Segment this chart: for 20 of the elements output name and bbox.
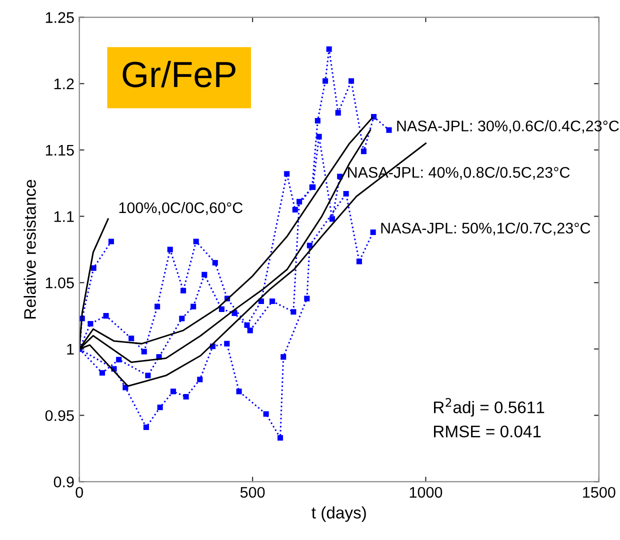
annotation: NASA-JPL: 30%,0.6C/0.4C,23°C — [397, 120, 619, 134]
y-axis-title: Relative resistance — [24, 180, 36, 319]
y-tick-label: 1.25 — [46, 12, 74, 23]
y-tick-label: 1.2 — [54, 78, 74, 90]
x-tick-label: 0 — [76, 486, 84, 498]
y-tick-label: 1.05 — [46, 278, 74, 288]
x-tick-label: 1000 — [410, 486, 442, 498]
x-tick-label: 500 — [240, 486, 265, 498]
annotation: NASA-JPL: 50%,1C/0.7C,23°C — [381, 222, 590, 236]
annotation: Gr/FeP — [122, 60, 236, 88]
annotation: R$^{2}$adj = 0.5611 — [434, 398, 544, 417]
y-tick-label: 1.15 — [46, 144, 74, 156]
y-tick-label: 1.1 — [54, 211, 74, 222]
y-tick-label: 1 — [67, 344, 74, 355]
y-tick-label: 0.9 — [54, 476, 74, 488]
x-axis-title: t (days) — [312, 506, 366, 522]
annotation: RMSE = 0.041 — [434, 426, 541, 438]
y-tick-label: 0.95 — [45, 410, 74, 422]
annotation: 100%,0C/0C,60°C — [119, 202, 243, 215]
x-tick-label: 1500 — [583, 486, 616, 498]
